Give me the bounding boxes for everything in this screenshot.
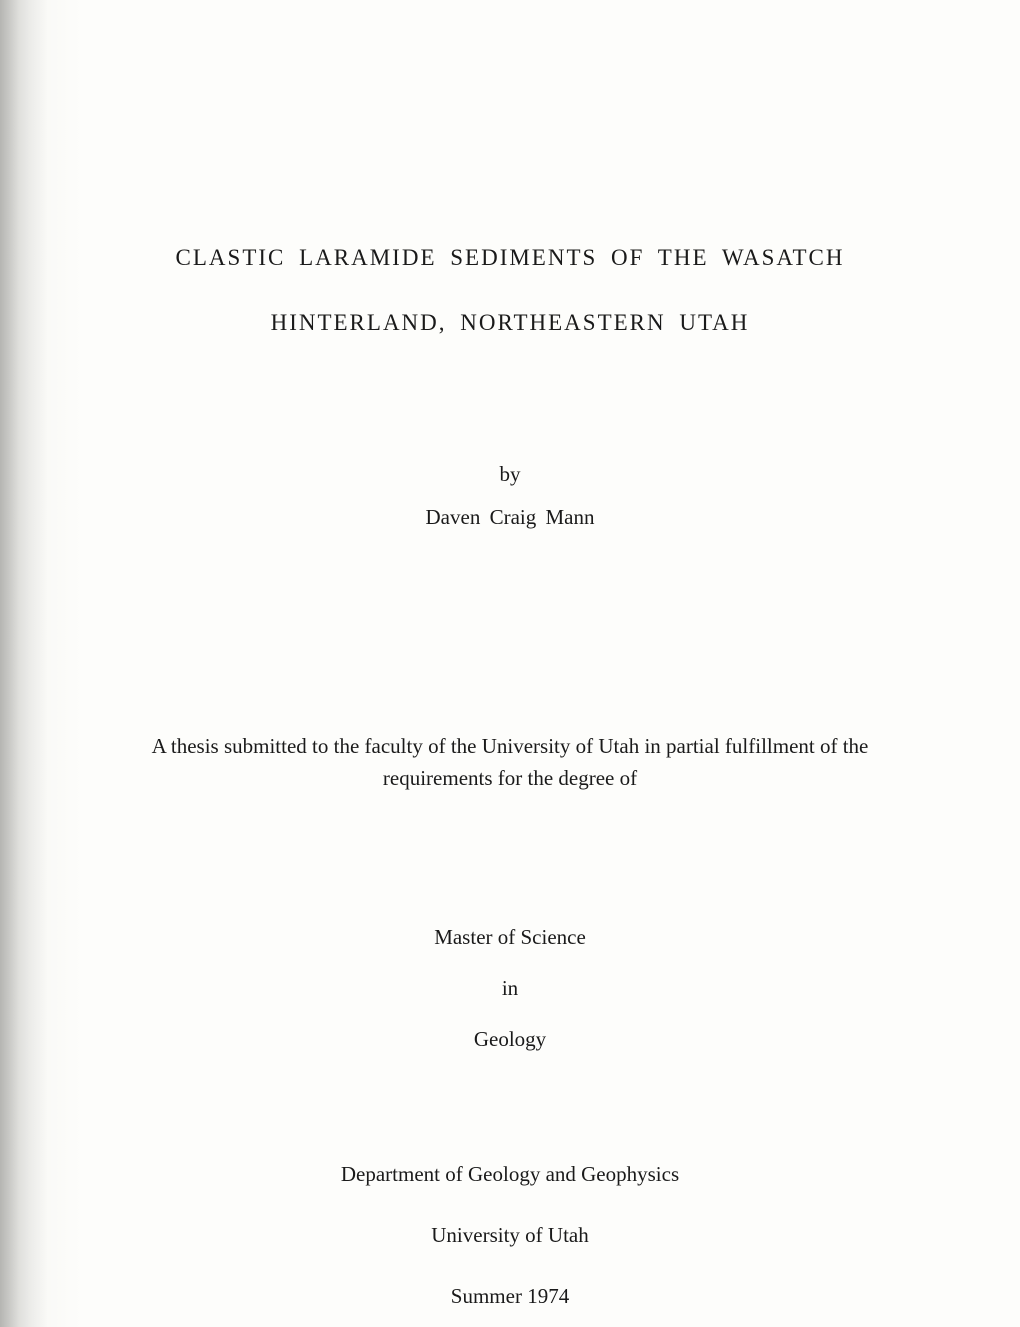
university: University of Utah: [130, 1223, 890, 1248]
title-line-2: HINTERLAND, NORTHEASTERN UTAH: [130, 305, 890, 342]
thesis-title-page: CLASTIC LARAMIDE SEDIMENTS OF THE WASATC…: [0, 0, 1020, 1327]
department: Department of Geology and Geophysics: [130, 1162, 890, 1187]
title-line-1: CLASTIC LARAMIDE SEDIMENTS OF THE WASATC…: [130, 240, 890, 277]
footer-block: Department of Geology and Geophysics Uni…: [130, 1162, 890, 1309]
degree-field: Geology: [130, 1027, 890, 1052]
degree-block: Master of Science in Geology: [130, 925, 890, 1052]
degree-title: Master of Science: [130, 925, 890, 950]
scan-shadow: [0, 0, 48, 1327]
degree-in: in: [130, 976, 890, 1001]
by-label: by: [130, 462, 890, 487]
title-block: CLASTIC LARAMIDE SEDIMENTS OF THE WASATC…: [130, 240, 890, 342]
submission-statement: A thesis submitted to the faculty of the…: [130, 730, 890, 795]
byline-block: by Daven Craig Mann: [130, 462, 890, 530]
author-name: Daven Craig Mann: [130, 505, 890, 530]
date: Summer 1974: [130, 1284, 890, 1309]
